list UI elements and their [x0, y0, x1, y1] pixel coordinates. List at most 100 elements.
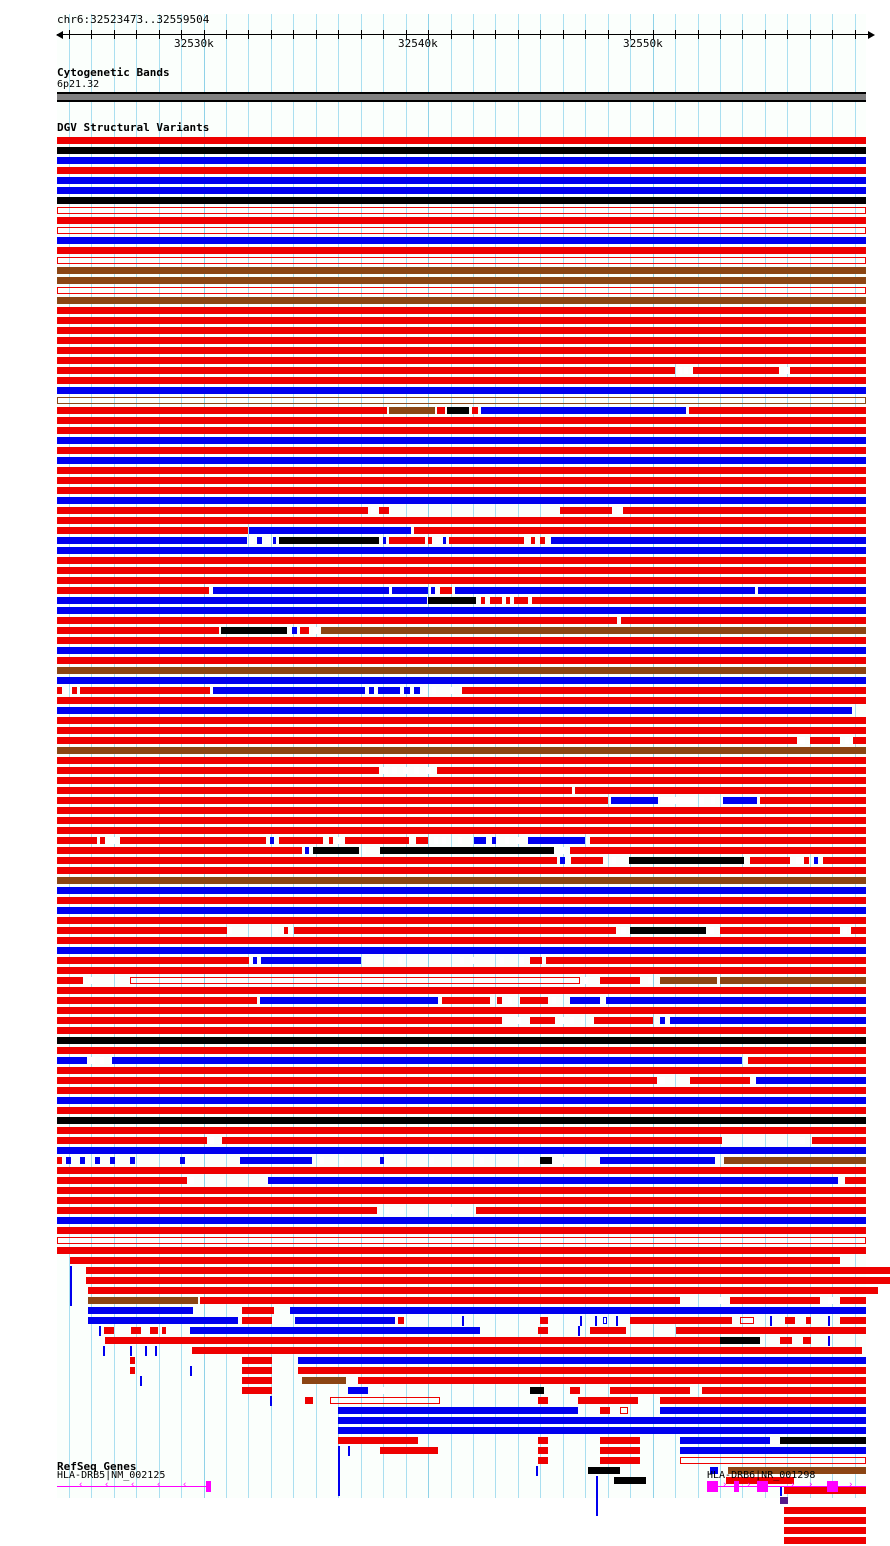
dgv-variant-segment[interactable] [828, 1316, 830, 1326]
dgv-variant-row[interactable] [0, 1426, 890, 1436]
dgv-variant-segment[interactable] [600, 1457, 640, 1464]
dgv-variant-segment[interactable] [678, 367, 682, 374]
dgv-variant-segment[interactable] [57, 357, 866, 364]
dgv-variant-segment[interactable] [57, 807, 866, 814]
dgv-variant-segment[interactable] [528, 837, 585, 844]
dgv-variant-row[interactable] [0, 1446, 890, 1456]
dgv-variant-segment[interactable] [660, 1077, 665, 1084]
dgv-variant-row[interactable] [0, 686, 890, 696]
dgv-variant-segment[interactable] [600, 977, 640, 984]
dgv-variant-segment[interactable] [700, 797, 704, 804]
dgv-variant-row[interactable] [0, 476, 890, 486]
dgv-variant-segment[interactable] [57, 1237, 866, 1244]
dgv-variant-segment[interactable] [292, 627, 297, 634]
dgv-variant-row[interactable] [0, 716, 890, 726]
dgv-variant-row[interactable] [0, 1206, 890, 1216]
dgv-variant-segment[interactable] [57, 887, 866, 894]
dgv-variant-segment[interactable] [398, 1317, 404, 1324]
dgv-variant-segment[interactable] [57, 1177, 187, 1184]
dgv-variant-segment[interactable] [389, 537, 425, 544]
dgv-variant-segment[interactable] [257, 537, 262, 544]
dgv-variant-segment[interactable] [385, 1207, 389, 1214]
dgv-variant-row[interactable] [0, 156, 890, 166]
dgv-variant-segment[interactable] [670, 1017, 866, 1024]
dgv-variant-segment[interactable] [268, 1177, 838, 1184]
dgv-variant-row[interactable] [0, 396, 890, 406]
dgv-variant-segment[interactable] [57, 397, 866, 404]
dgv-variant-segment[interactable] [190, 1327, 480, 1334]
dgv-variant-segment[interactable] [313, 847, 359, 854]
dgv-variant-row[interactable] [0, 1196, 890, 1206]
dgv-variant-segment[interactable] [584, 977, 588, 984]
dgv-variant-row[interactable] [0, 1456, 890, 1466]
dgv-variant-segment[interactable] [57, 1077, 657, 1084]
dgv-variant-segment[interactable] [330, 1397, 440, 1404]
dgv-variant-segment[interactable] [540, 1317, 548, 1324]
dgv-variant-segment[interactable] [480, 1157, 484, 1164]
dgv-variant-segment[interactable] [758, 587, 866, 594]
dgv-variant-row[interactable] [0, 556, 890, 566]
dgv-variant-segment[interactable] [432, 687, 436, 694]
dgv-variant-row[interactable] [0, 696, 890, 706]
dgv-variant-segment[interactable] [66, 1157, 71, 1164]
dgv-variant-segment[interactable] [57, 327, 866, 334]
dgv-variant-segment[interactable] [337, 837, 341, 844]
dgv-variant-segment[interactable] [57, 617, 617, 624]
dgv-variant-segment[interactable] [621, 617, 866, 624]
dgv-variant-segment[interactable] [64, 687, 69, 694]
dgv-variant-segment[interactable] [130, 1367, 135, 1374]
dgv-variant-segment[interactable] [552, 997, 556, 1004]
dgv-variant-segment[interactable] [596, 1506, 598, 1516]
dgv-variant-segment[interactable] [57, 497, 866, 504]
dgv-variant-segment[interactable] [340, 1157, 344, 1164]
dgv-variant-segment[interactable] [612, 857, 616, 864]
dgv-variant-segment[interactable] [720, 1337, 760, 1344]
dgv-variant-segment[interactable] [57, 967, 866, 974]
dgv-variant-segment[interactable] [105, 1337, 755, 1344]
dgv-variant-segment[interactable] [279, 837, 323, 844]
dgv-variant-segment[interactable] [629, 857, 744, 864]
dgv-variant-row[interactable] [0, 806, 890, 816]
dgv-variant-row[interactable] [0, 1346, 890, 1356]
dgv-variant-segment[interactable] [228, 927, 232, 934]
dgv-variant-segment[interactable] [88, 1297, 198, 1304]
dgv-variant-row[interactable] [0, 1056, 890, 1066]
dgv-variant-segment[interactable] [338, 1456, 340, 1466]
dgv-variant-segment[interactable] [630, 927, 706, 934]
dgv-variant-row[interactable] [0, 426, 890, 436]
dgv-variant-segment[interactable] [130, 977, 580, 984]
dgv-variant-row[interactable] [0, 996, 890, 1006]
dgv-variant-segment[interactable] [72, 687, 77, 694]
dgv-variant-row[interactable] [0, 1216, 890, 1226]
dgv-variant-segment[interactable] [57, 797, 608, 804]
dgv-variant-row[interactable] [0, 616, 890, 626]
dgv-variant-row[interactable] [0, 566, 890, 576]
dgv-variant-segment[interactable] [578, 1326, 580, 1336]
dgv-variant-segment[interactable] [261, 957, 361, 964]
dgv-variant-segment[interactable] [520, 957, 524, 964]
dgv-variant-segment[interactable] [621, 927, 626, 934]
dgv-variant-row[interactable] [0, 1486, 890, 1496]
dgv-variant-segment[interactable] [57, 237, 866, 244]
dgv-variant-row[interactable] [0, 246, 890, 256]
dgv-variant-row[interactable] [0, 1286, 890, 1296]
dgv-variant-row[interactable] [0, 816, 890, 826]
dgv-variant-segment[interactable] [710, 1467, 718, 1474]
dgv-variant-segment[interactable] [462, 687, 866, 694]
dgv-variant-segment[interactable] [70, 1286, 72, 1296]
dgv-variant-segment[interactable] [676, 1327, 866, 1334]
dgv-variant-segment[interactable] [440, 587, 452, 594]
dgv-variant-segment[interactable] [520, 997, 548, 1004]
dgv-variant-row[interactable] [0, 1356, 890, 1366]
dgv-variant-segment[interactable] [790, 367, 866, 374]
dgv-variant-segment[interactable] [538, 1327, 548, 1334]
dgv-variant-segment[interactable] [726, 1477, 794, 1484]
dgv-variant-segment[interactable] [800, 1137, 805, 1144]
dgv-variant-segment[interactable] [508, 997, 512, 1004]
dgv-variant-row[interactable] [0, 936, 890, 946]
dgv-variant-row[interactable] [0, 1066, 890, 1076]
dgv-variant-segment[interactable] [70, 1266, 72, 1276]
dgv-variant-segment[interactable] [540, 1157, 552, 1164]
dgv-variant-row[interactable] [0, 976, 890, 986]
dgv-variant-segment[interactable] [392, 767, 397, 774]
